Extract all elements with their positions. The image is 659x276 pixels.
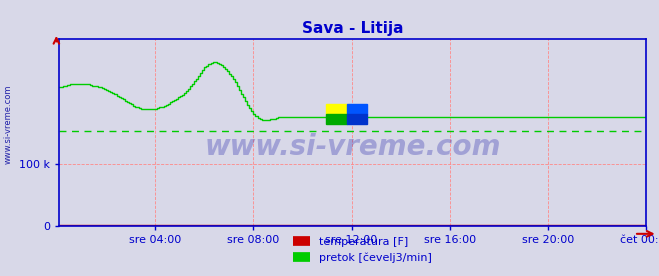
Bar bbox=[347, 114, 367, 124]
Bar bbox=[326, 114, 347, 124]
Bar bbox=[326, 104, 347, 114]
Text: www.si-vreme.com: www.si-vreme.com bbox=[3, 84, 13, 164]
Title: Sava - Litija: Sava - Litija bbox=[302, 21, 403, 36]
Text: www.si-vreme.com: www.si-vreme.com bbox=[204, 134, 501, 161]
Legend: temperatura [F], pretok [čevelj3/min]: temperatura [F], pretok [čevelj3/min] bbox=[289, 232, 436, 268]
Bar bbox=[347, 104, 367, 114]
